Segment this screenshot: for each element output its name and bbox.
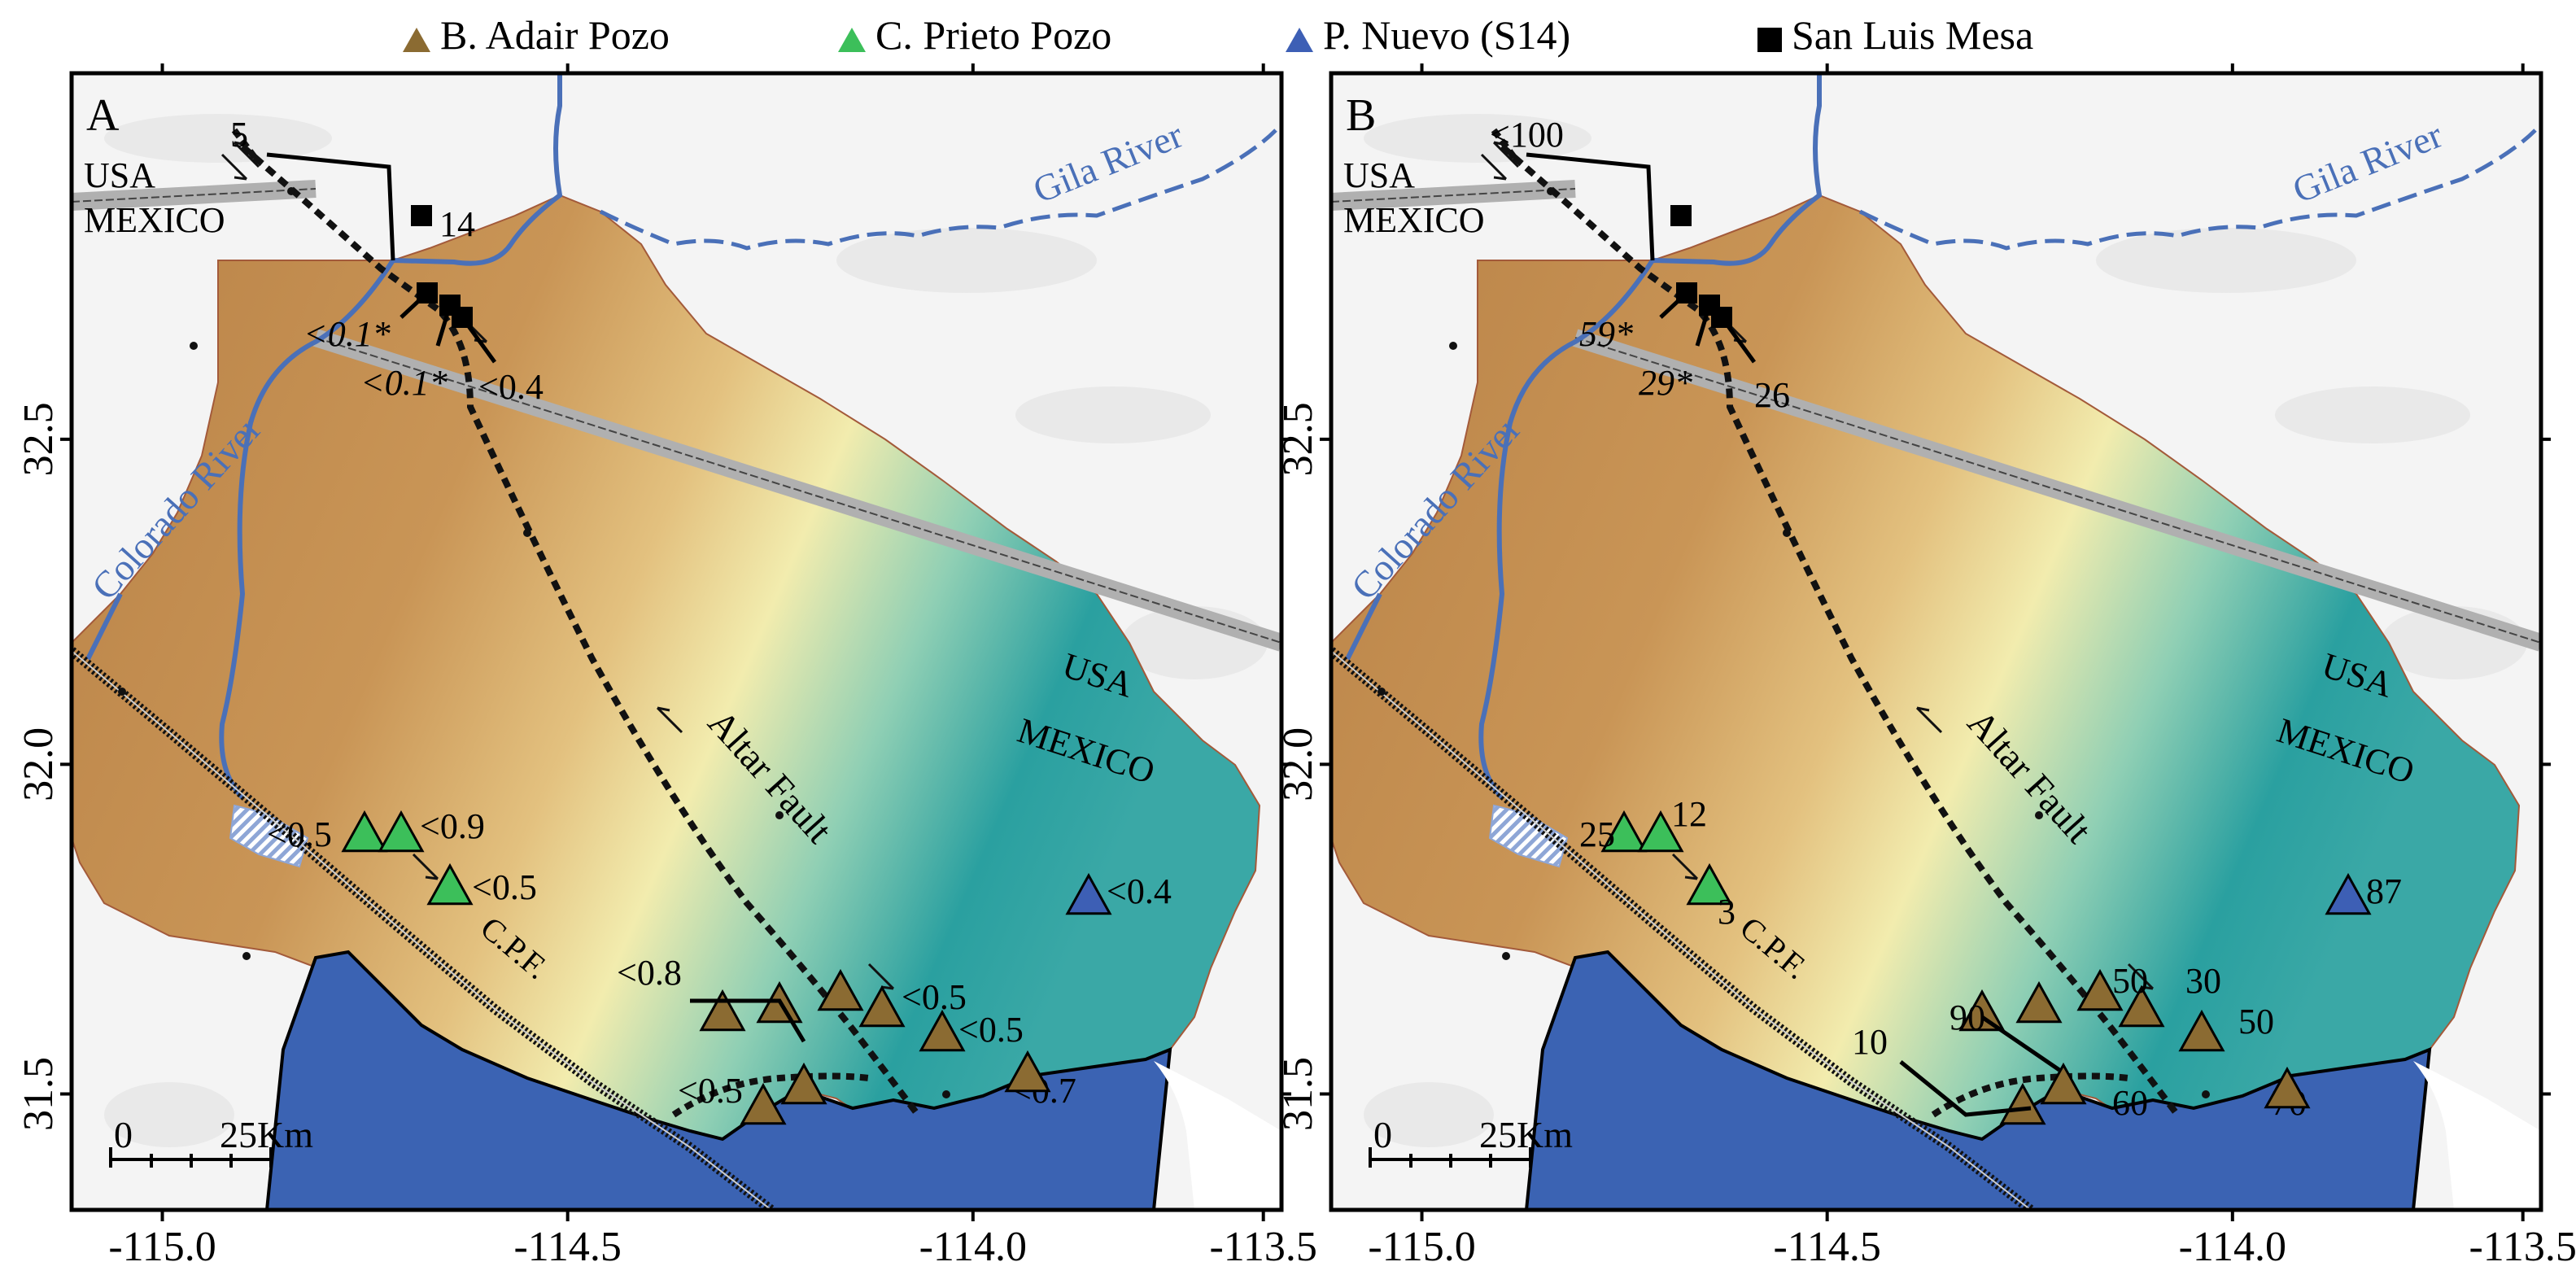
x-tick-label: -115.0 (1368, 1224, 1475, 1270)
y-tick-label: 31.5 (1275, 1057, 1321, 1131)
axes: -115.0 -114.5 -114.0 -113.5 31.5 32.0 32.5 -115… (15, 63, 2576, 1270)
leader-slm-a (399, 291, 429, 319)
black-square-icon (1757, 27, 1782, 52)
c-prieto-value-3: <0.5 (472, 867, 537, 907)
leader-ba-1 (690, 998, 806, 1043)
b-adair-triangle-3 (2076, 968, 2124, 1011)
leader-slm-c (460, 316, 497, 364)
legend-item-p-nuevo: P. Nuevo (S14) (1286, 11, 1570, 59)
leader-slm-c (1719, 316, 1757, 364)
c-prieto-value-3: 3 (1718, 892, 1736, 932)
sl-mesa-value-c: 26 (1754, 375, 1790, 415)
b-adair-value-1: 50 (2112, 961, 2148, 1001)
c-prieto-triangle-3 (426, 862, 474, 906)
panel-a: A 5 14 <0.1* <0.1* <0.4 <0.5 <0.9 <0.5 <0.4 <0.8 <0… (72, 73, 1281, 1210)
sl-mesa-value-a: 59* (1579, 314, 1633, 354)
green-triangle-icon (838, 27, 866, 52)
c-prieto-value-1: 25 (1579, 814, 1615, 854)
panel-frame (69, 71, 1284, 1212)
leader-ba-90 (1980, 1015, 2061, 1072)
b-adair-triangle-6 (2040, 1062, 2087, 1105)
b-adair-triangle-2 (2015, 980, 2063, 1024)
p-nuevo-value: 87 (2366, 871, 2402, 911)
x-tick-label: -113.5 (1209, 1224, 1316, 1270)
b-adair-triangle-8 (2264, 1066, 2311, 1109)
leader-slm-a (1659, 291, 1688, 319)
b-adair-triangle-3 (817, 968, 864, 1011)
x-tick-label: -114.0 (2179, 1224, 2286, 1270)
legend-item-c-prieto: C. Prieto Pozo (838, 11, 1111, 59)
top-value-label: 5 (230, 115, 248, 155)
b-adair-value-2: 30 (2185, 961, 2221, 1001)
p-nuevo-triangle (2325, 872, 2372, 915)
p-nuevo-value: <0.4 (1107, 871, 1172, 911)
c-prieto-value-1: <0.5 (267, 814, 332, 854)
y-tick-label: 31.5 (15, 1057, 62, 1131)
b-adair-value-3: <0.5 (958, 1010, 1024, 1050)
top-value-label: <100 (1490, 115, 1564, 155)
y-tick-label: 32.5 (15, 402, 62, 476)
leader-slm-b (435, 304, 452, 347)
p-nuevo-triangle (1065, 872, 1112, 915)
c-prieto-value-2: 12 (1671, 794, 1707, 834)
blue-triangle-icon (1286, 27, 1313, 52)
b-adair-value-7: 60 (2112, 1083, 2148, 1123)
b-adair-value-3: 50 (2238, 1002, 2274, 1041)
y-tick-label: 32.0 (1275, 727, 1321, 801)
b-adair-triangle-8 (1004, 1050, 1051, 1093)
legend-item-b-adair: B. Adair Pozo (403, 11, 670, 59)
b-adair-triangle-4 (2118, 985, 2165, 1028)
x-tick-label: -114.5 (1773, 1224, 1880, 1270)
panel-letter: A (86, 90, 120, 141)
sl-mesa-value-c: <0.4 (478, 367, 544, 407)
leader-slm-b (1695, 304, 1712, 347)
sl-mesa-value-b: <0.1* (360, 363, 448, 403)
b-adair-value-1: <0.8 (617, 953, 682, 993)
legend-label: P. Nuevo (S14) (1323, 12, 1571, 58)
panel-letter: B (1346, 90, 1376, 141)
x-tick-label: -115.0 (108, 1224, 216, 1270)
c-prieto-triangle-2 (1637, 810, 1684, 853)
leader-top (266, 152, 395, 261)
sl-mesa-value-top: 14 (439, 204, 475, 244)
b-adair-triangle-5 (919, 1009, 966, 1052)
b-adair-value-4: 90 (1949, 998, 1985, 1037)
c-prieto-value-2: <0.9 (420, 806, 485, 846)
y-tick-label: 32.5 (1275, 402, 1321, 476)
b-adair-triangle-6 (780, 1062, 827, 1105)
b-adair-triangle-1 (699, 989, 746, 1032)
x-tick-label: -113.5 (2469, 1224, 2576, 1270)
c-prieto-triangle-3 (1686, 862, 1733, 906)
leader-ba-10 (1899, 1060, 2032, 1117)
b-adair-triangle-1 (1958, 989, 2006, 1032)
legend-item-san-luis: San Luis Mesa (1757, 11, 2033, 59)
b-adair-triangle-5 (2178, 1009, 2225, 1052)
sl-mesa-square-top (411, 205, 432, 226)
b-adair-triangle-7 (740, 1082, 787, 1125)
leader-top (1526, 152, 1655, 261)
brown-triangle-icon (403, 27, 430, 52)
y-tick-label: 32.0 (15, 727, 62, 801)
x-tick-label: -114.5 (513, 1224, 621, 1270)
c-prieto-triangle-1 (1600, 810, 1648, 853)
x-tick-label: -114.0 (919, 1224, 1027, 1270)
c-prieto-triangle-2 (378, 810, 425, 853)
sl-mesa-value-b: 29* (1639, 363, 1692, 403)
sl-mesa-square-top (1670, 205, 1692, 226)
legend: B. Adair Pozo C. Prieto Pozo P. Nuevo (S… (0, 0, 2576, 73)
sl-mesa-value-a: <0.1* (303, 314, 391, 354)
b-adair-value-2: <0.5 (902, 977, 967, 1017)
legend-label: San Luis Mesa (1792, 12, 2034, 58)
legend-label: C. Prieto Pozo (875, 12, 1112, 58)
c-prieto-triangle-1 (341, 810, 388, 853)
b-adair-triangle-7 (1999, 1082, 2046, 1125)
legend-label: B. Adair Pozo (440, 12, 670, 58)
b-adair-value-4: <0.5 (678, 1071, 743, 1111)
b-adair-triangle-4 (858, 985, 906, 1028)
panel-frame (1329, 71, 2543, 1212)
b-adair-value-6: 10 (1852, 1022, 1888, 1062)
